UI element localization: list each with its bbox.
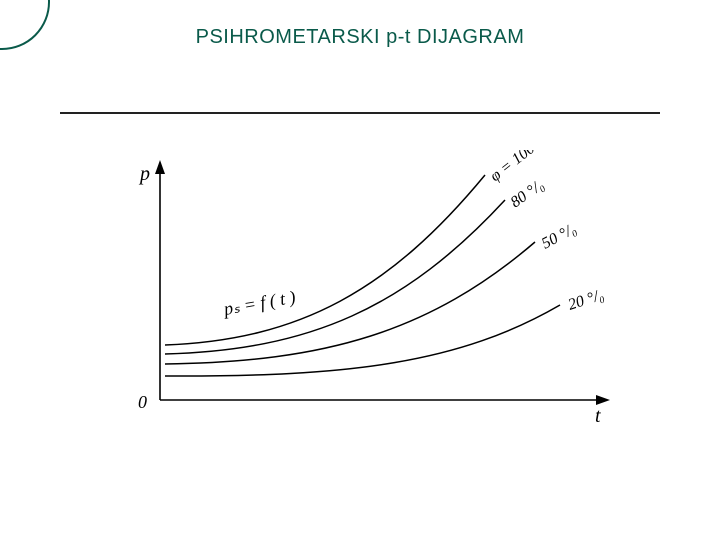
x-axis-arrow xyxy=(596,395,610,405)
humidity-curve-1 xyxy=(165,200,505,354)
ps-function-label: pₛ = f ( t ) xyxy=(220,287,297,321)
humidity-curve-label-0: φ = 100 °/₀ xyxy=(487,150,554,185)
y-axis-label: p xyxy=(138,163,150,185)
humidity-curve-label-2: 50 °/₀ xyxy=(539,220,579,252)
humidity-curve-label-1: 80 °/₀ xyxy=(508,176,548,211)
y-axis-arrow xyxy=(155,160,165,174)
page-title: PSIHROMETARSKI p-t DIJAGRAM xyxy=(0,26,720,49)
title-underline xyxy=(60,112,660,114)
slide-root: PSIHROMETARSKI p-t DIJAGRAM p t 0 φ = 10… xyxy=(0,0,720,540)
chart-svg: p t 0 φ = 100 °/₀80 °/₀ 50 °/₀ 20 °/₀ pₛ =… xyxy=(90,150,630,470)
axes xyxy=(155,160,610,405)
humidity-curve-label-3: 20 °/₀ xyxy=(566,286,606,313)
x-axis-label: t xyxy=(595,405,601,427)
humidity-curve-2 xyxy=(165,242,535,364)
origin-label: 0 xyxy=(138,392,147,412)
psychrometric-chart: p t 0 φ = 100 °/₀80 °/₀ 50 °/₀ 20 °/₀ pₛ =… xyxy=(90,150,630,470)
humidity-curve-0 xyxy=(165,175,485,345)
humidity-curves: φ = 100 °/₀80 °/₀ 50 °/₀ 20 °/₀ xyxy=(165,150,606,376)
